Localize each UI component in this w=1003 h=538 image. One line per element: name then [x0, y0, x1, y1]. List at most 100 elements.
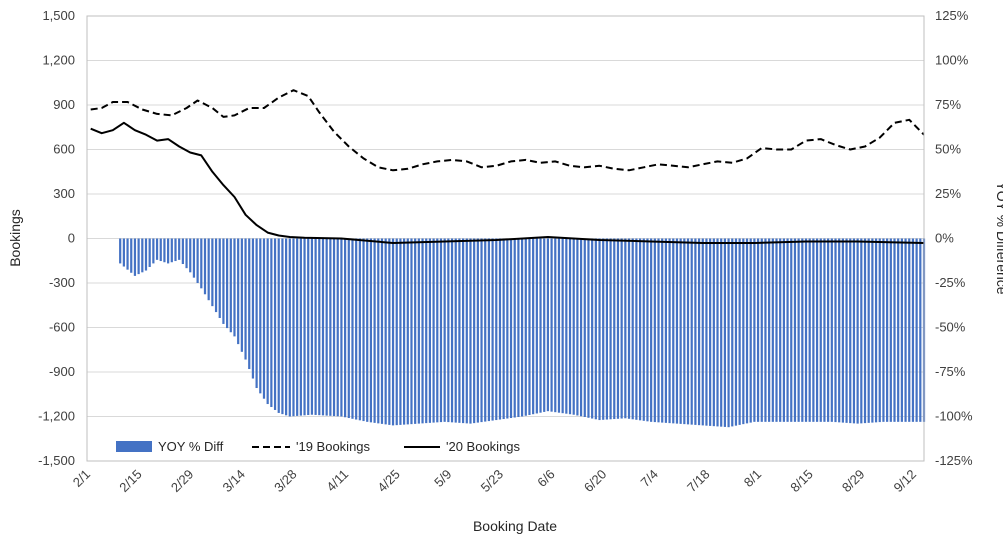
yoy-bar — [650, 238, 653, 422]
yoy-bar — [860, 238, 863, 424]
yoy-bar — [827, 238, 830, 422]
left-axis-title: Bookings — [7, 209, 23, 267]
yoy-bar — [450, 238, 454, 423]
yoy-bar — [720, 238, 723, 427]
yoy-bar — [355, 238, 358, 420]
yoy-bar — [886, 238, 889, 422]
yoy-bar — [133, 238, 137, 276]
yoy-bar — [764, 238, 767, 422]
yoy-bar — [498, 238, 502, 420]
yoy-bar — [889, 238, 892, 422]
line-series — [90, 89, 925, 244]
left-tick-label: 300 — [53, 186, 75, 201]
yoy-bar — [428, 238, 432, 423]
yoy-bar — [561, 238, 564, 414]
x-tick-label: 3/28 — [271, 467, 300, 496]
left-tick-label: 1,200 — [42, 53, 75, 68]
yoy-bar — [491, 238, 494, 421]
yoy-bar — [248, 238, 251, 370]
yoy-bar — [255, 238, 258, 389]
yoy-bar — [745, 238, 749, 424]
yoy-bar — [244, 238, 247, 360]
yoy-bar — [520, 238, 524, 417]
yoy-bar — [712, 238, 715, 427]
yoy-bar — [480, 238, 483, 423]
yoy-bar — [439, 238, 443, 423]
yoy-bar — [602, 238, 605, 420]
yoy-bar — [476, 238, 479, 423]
yoy-bar — [801, 238, 804, 422]
yoy-bar — [565, 238, 568, 414]
yoy-bar — [524, 238, 527, 416]
yoy-bar — [181, 238, 184, 265]
yoy-bar — [867, 238, 870, 423]
yoy-bar — [742, 238, 745, 425]
right-tick-label: 25% — [935, 186, 961, 201]
yoy-bar — [830, 238, 833, 422]
left-tick-label: -600 — [49, 320, 75, 335]
yoy-bar — [281, 238, 284, 415]
yoy-bar — [532, 238, 535, 415]
line-19-bookings — [90, 89, 925, 172]
yoy-bar — [358, 238, 361, 421]
x-tick-label: 2/29 — [168, 467, 197, 496]
left-tick-label: -1,200 — [38, 409, 75, 424]
yoy-bar — [583, 238, 586, 418]
right-tick-label: 75% — [935, 97, 961, 112]
yoy-bar — [731, 238, 734, 427]
yoy-bar — [325, 238, 328, 416]
yoy-bar — [539, 238, 542, 413]
x-tick-label: 7/4 — [638, 467, 661, 490]
yoy-bar — [919, 238, 922, 422]
yoy-bar — [185, 238, 188, 269]
yoy-bar — [402, 238, 406, 425]
yoy-bar — [285, 238, 288, 416]
yoy-bar — [174, 238, 177, 262]
yoy-bar — [388, 238, 391, 425]
yoy-bar — [878, 238, 881, 423]
yoy-bar — [863, 238, 867, 424]
yoy-bar — [631, 238, 634, 420]
right-tick-label: 125% — [935, 8, 969, 23]
yoy-bar — [443, 238, 446, 422]
bar-series — [119, 238, 926, 428]
left-tick-label: -1,500 — [38, 453, 75, 468]
yoy-bar — [130, 238, 133, 273]
yoy-bar — [705, 238, 708, 426]
yoy-bar — [727, 238, 730, 428]
yoy-bar — [697, 238, 701, 426]
yoy-bar — [594, 238, 597, 420]
x-tick-label: 2/15 — [116, 467, 145, 496]
yoy-bar — [753, 238, 756, 422]
yoy-bar — [897, 238, 900, 422]
right-tick-label: -125% — [935, 453, 973, 468]
yoy-bar — [148, 238, 151, 267]
yoy-bar — [310, 238, 314, 415]
yoy-bar — [240, 238, 243, 352]
legend-label-20: '20 Bookings — [446, 439, 521, 454]
x-tick-label: 3/14 — [219, 467, 248, 496]
yoy-bar — [709, 238, 712, 426]
yoy-bar — [391, 238, 395, 426]
yoy-bar — [908, 238, 911, 422]
yoy-bar — [447, 238, 450, 423]
yoy-bar — [572, 238, 575, 415]
left-tick-label: 900 — [53, 97, 75, 112]
yoy-bar — [314, 238, 317, 415]
x-tick-label: 8/29 — [839, 467, 868, 496]
legend-swatch-yoy — [116, 441, 152, 452]
yoy-bar — [509, 238, 513, 419]
yoy-bar — [546, 238, 550, 412]
x-tick-label: 8/1 — [741, 467, 764, 490]
yoy-bar — [414, 238, 417, 424]
yoy-bar — [203, 238, 207, 295]
yoy-bar — [904, 238, 907, 422]
yoy-bar — [686, 238, 690, 425]
yoy-bar — [517, 238, 520, 418]
yoy-bar — [786, 238, 789, 422]
yoy-bar — [436, 238, 439, 423]
yoy-bar — [484, 238, 487, 422]
yoy-bar — [126, 238, 129, 270]
yoy-bar — [296, 238, 299, 416]
yoy-bar — [790, 238, 793, 422]
